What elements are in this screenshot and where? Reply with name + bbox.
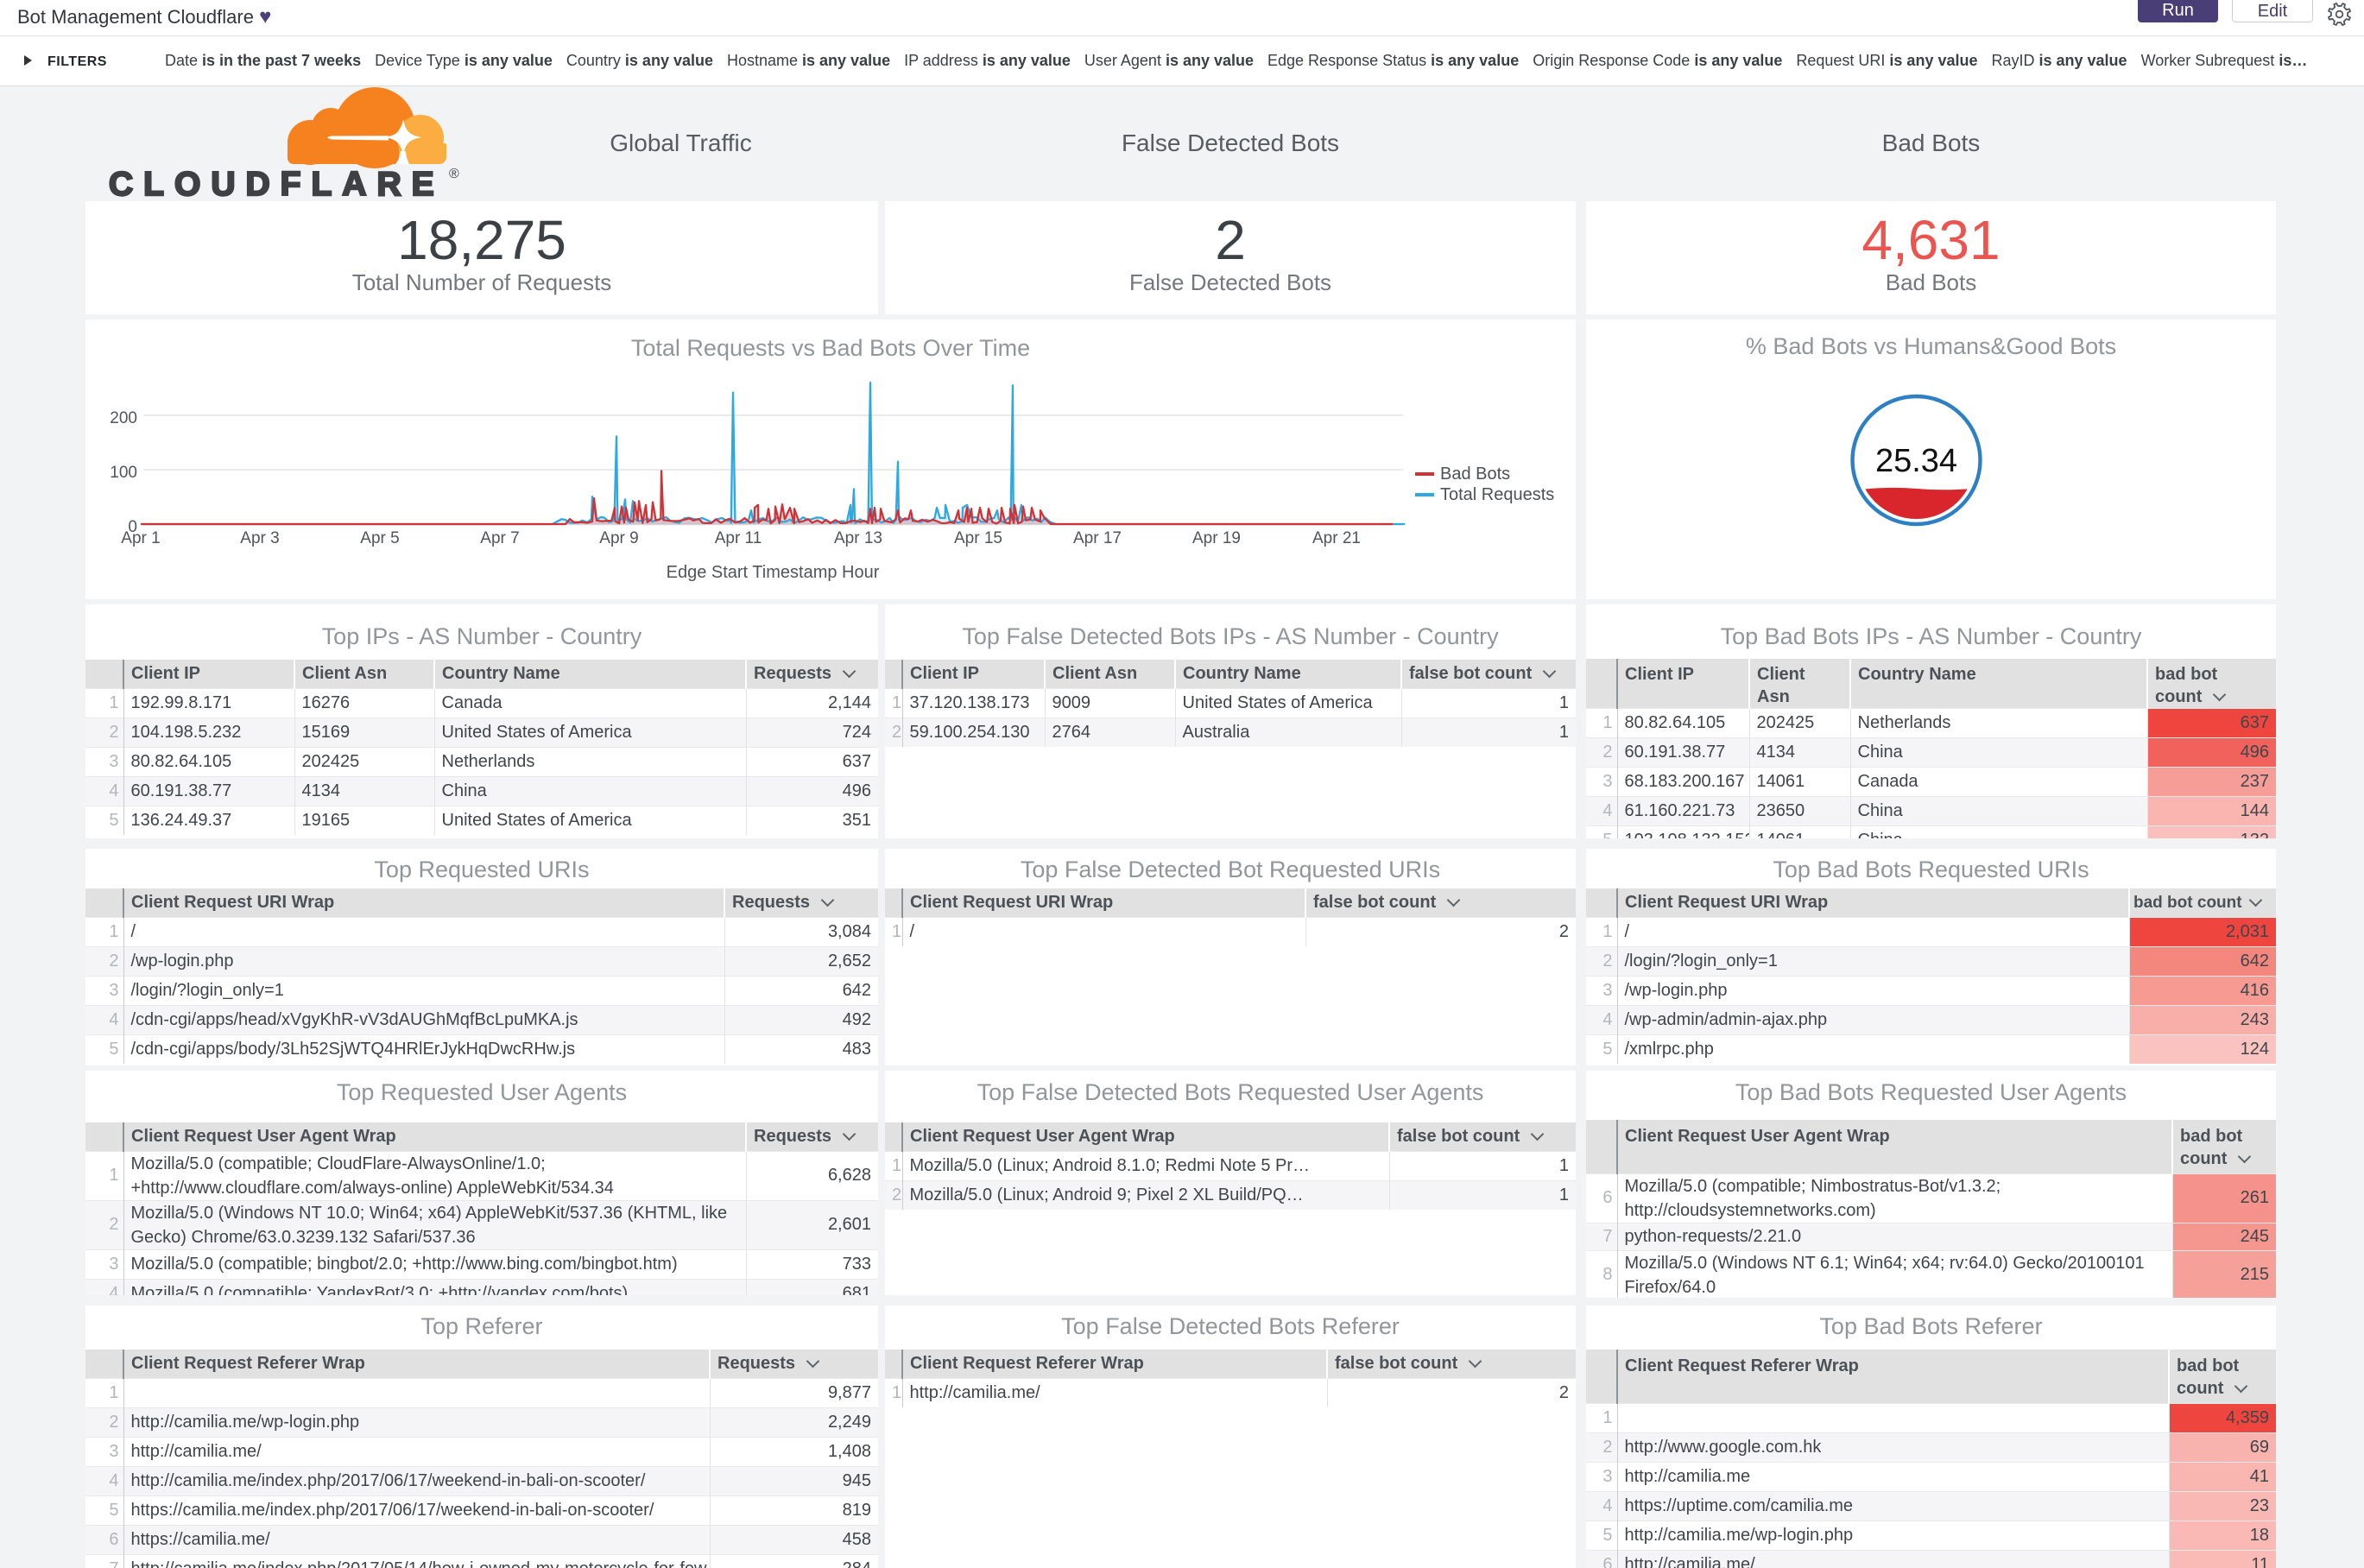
svg-text:25.34: 25.34 bbox=[1875, 443, 1957, 479]
svg-text:CLOUDFLARE: CLOUDFLARE bbox=[109, 166, 445, 203]
svg-text:®: ® bbox=[449, 167, 459, 181]
